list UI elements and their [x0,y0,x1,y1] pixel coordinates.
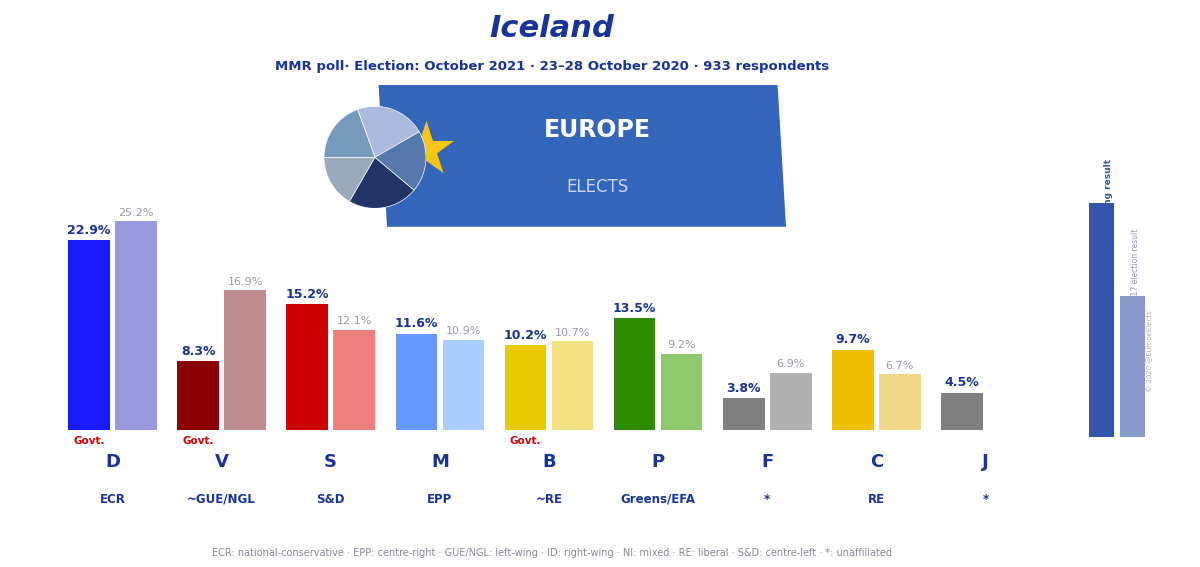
Bar [505,345,546,430]
Wedge shape [374,132,426,190]
Text: ECR: national-conservative · EPP: centre-right · GUE/NGL: left-wing · ID: right-: ECR: national-conservative · EPP: centre… [212,548,892,558]
Text: 4.5%: 4.5% [944,376,979,390]
Bar [224,290,265,430]
Text: F: F [761,453,774,471]
Bar [1090,203,1115,437]
Text: J: J [983,453,989,471]
Text: D: D [104,453,120,471]
Text: 10.2%: 10.2% [504,329,547,342]
Text: 11.6%: 11.6% [395,318,438,331]
Bar [115,221,157,430]
Bar [724,399,764,430]
Text: ~GUE/NGL: ~GUE/NGL [187,493,256,506]
Text: RE: RE [868,493,886,506]
Text: 6.7%: 6.7% [886,361,914,371]
Bar [833,349,874,430]
Text: 9.7%: 9.7% [835,333,870,346]
Bar [68,240,109,430]
Text: 22.9%: 22.9% [67,224,110,237]
Wedge shape [358,107,419,158]
Text: 3.8%: 3.8% [726,382,761,395]
Text: *: * [764,493,770,506]
Text: ELECTS: ELECTS [566,178,628,196]
Text: EPP: EPP [427,493,452,506]
Text: 25.2%: 25.2% [118,208,154,218]
Bar [770,373,811,430]
Bar [178,361,218,430]
Text: P: P [652,453,665,471]
Text: MMR poll· Election: October 2021 · 23–28 October 2020 · 933 respondents: MMR poll· Election: October 2021 · 23–28… [275,60,829,73]
Text: S&D: S&D [317,493,344,506]
Text: M: M [431,453,449,471]
Text: 8.3%: 8.3% [181,345,215,358]
Text: C: C [870,453,883,471]
Bar [287,304,328,430]
Text: S: S [324,453,337,471]
Text: Govt.: Govt. [73,437,104,446]
Text: EUROPE: EUROPE [544,119,650,142]
Wedge shape [324,109,374,158]
Bar [1121,296,1145,437]
Wedge shape [349,158,414,208]
Bar [334,329,374,430]
Bar [443,340,484,430]
Text: B: B [542,453,556,471]
Text: © 2020 @EuropeElects: © 2020 @EuropeElects [1146,311,1153,392]
Text: *: * [983,493,989,506]
Text: V: V [215,453,228,471]
Text: 9.2%: 9.2% [667,340,696,350]
Text: Greens/EFA: Greens/EFA [620,493,696,506]
Text: Iceland: Iceland [490,14,614,43]
Text: 12.1%: 12.1% [336,316,372,327]
Text: ~RE: ~RE [535,493,563,506]
Text: ECR: ECR [100,493,125,506]
Wedge shape [324,158,374,201]
Bar [396,334,437,430]
Text: 13.5%: 13.5% [613,302,656,315]
Text: Polling result: Polling result [1104,159,1114,227]
Text: Govt.: Govt. [510,437,541,446]
Text: 6.9%: 6.9% [776,359,805,369]
Text: 16.9%: 16.9% [227,277,263,286]
Polygon shape [379,85,786,227]
Text: 10.7%: 10.7% [554,328,590,338]
Text: ★: ★ [394,119,458,188]
Text: 10.9%: 10.9% [445,326,481,336]
Bar [661,354,702,430]
Text: Govt.: Govt. [182,437,214,446]
Text: 2017 election result: 2017 election result [1130,229,1140,304]
Text: 15.2%: 15.2% [286,287,329,301]
Bar [941,392,983,430]
Bar [552,341,593,430]
Bar [614,318,655,430]
Bar [880,374,920,430]
